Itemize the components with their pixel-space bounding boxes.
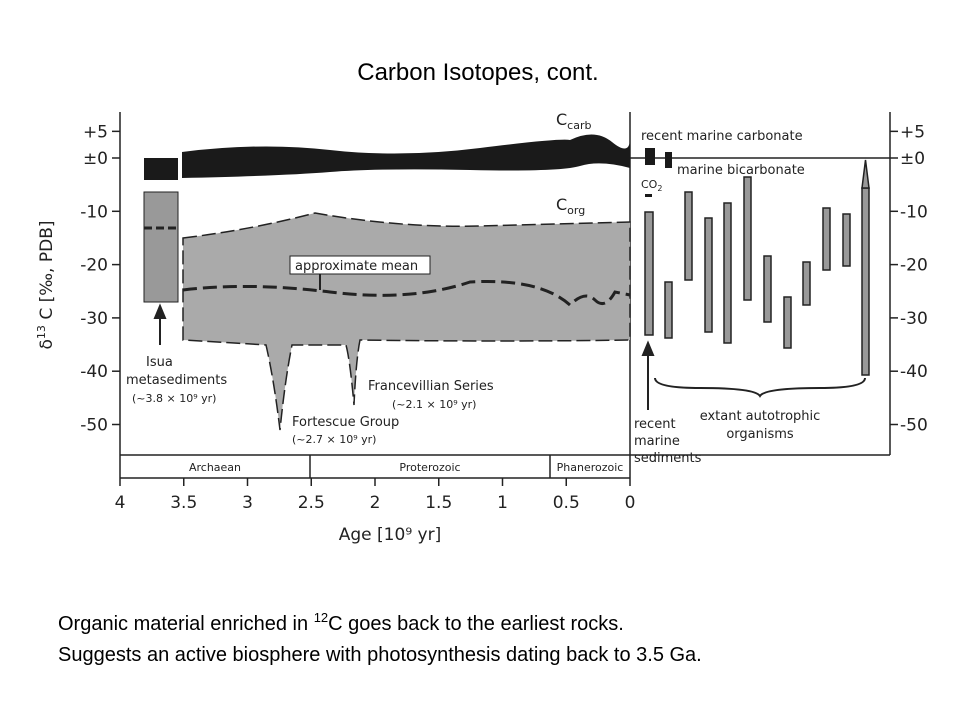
isua: Isua: [146, 355, 173, 370]
y-tick-label: -40: [80, 362, 108, 382]
caption-line: Suggests an active biosphere with photos…: [58, 644, 702, 666]
sediments: marine: [634, 434, 680, 449]
y-tick-label: -50: [900, 416, 928, 436]
x-tick-label: 1: [497, 493, 508, 513]
y-tick-label: -50: [80, 416, 108, 436]
co2: CO2: [641, 178, 662, 193]
x-tick-label: 3.5: [170, 493, 197, 513]
rest: C [‰, PDB]: [37, 221, 57, 326]
slide-title: Carbon Isotopes, cont.: [357, 59, 598, 86]
era: Phanerozoic: [557, 461, 624, 474]
fortescue: Fortescue Group: [292, 415, 399, 430]
organism-bars: [644, 159, 870, 376]
co: CO: [641, 178, 658, 191]
sediments: sediments: [634, 451, 702, 466]
delta: δ: [37, 339, 57, 349]
x-tick-label: 2.5: [298, 493, 325, 513]
isua: metasediments: [126, 373, 227, 388]
sup: 12: [314, 610, 328, 625]
x-axis-label: Age [10⁹ yr]: [339, 525, 441, 545]
sediments: recent: [634, 417, 676, 432]
isua: (~3.8 × 10⁹ yr): [132, 392, 216, 405]
x-tick-label: 0.5: [553, 493, 580, 513]
francevillian: (~2.1 × 10⁹ yr): [392, 398, 476, 411]
c-carb-label: Ccarb: [556, 110, 591, 132]
x-tick-label: 3: [242, 493, 253, 513]
sub: carb: [567, 119, 591, 132]
y-tick-label: -30: [80, 309, 108, 329]
y-tick-label: -30: [900, 309, 928, 329]
c: C: [556, 110, 567, 129]
extant: extant autotrophic: [700, 409, 821, 424]
extant: organisms: [726, 427, 794, 442]
c-org-label: Corg: [556, 195, 585, 217]
sup: 13: [35, 325, 48, 339]
carbonate: recent marine carbonate: [641, 129, 803, 144]
y-tick-label: -20: [900, 256, 928, 276]
x-tick-label: 0: [625, 493, 636, 513]
x-tick-label: 1.5: [425, 493, 452, 513]
y-axis-label: δ13 C [‰, PDB]: [35, 221, 57, 350]
text: Organic material enriched in: [58, 613, 314, 635]
annotations: Ccarb Corg approximate mean Isua metased…: [35, 110, 820, 545]
y-tick-label: ±0: [900, 149, 925, 169]
y-tick-label: -40: [900, 362, 928, 382]
x-tick-label: 4: [115, 493, 126, 513]
y-tick-label: ±0: [83, 149, 108, 169]
text: C goes back to the earliest rocks.: [328, 613, 624, 635]
y-tick-label: -10: [900, 202, 928, 222]
y-tick-label: -20: [80, 256, 108, 276]
era: Archaean: [189, 461, 241, 474]
c-carb-band: [144, 134, 672, 197]
ticks: +5 +5 ±0 ±0 -10 -10 -20 -20 -30 -30 -40 -40 -50 -50 4 3…: [80, 122, 928, 513]
y-tick-label: +5: [900, 122, 925, 142]
y-tick-label: +5: [83, 122, 108, 142]
c: C: [556, 195, 567, 214]
caption-line: Organic material enriched in 12C goes ba…: [58, 610, 624, 635]
era: Proterozoic: [399, 461, 460, 474]
mean-label: approximate mean: [295, 259, 418, 274]
sub: org: [567, 204, 585, 217]
c-org-band: [143, 191, 631, 431]
x-tick-label: 2: [370, 493, 381, 513]
sub: 2: [657, 184, 662, 193]
francevillian: Francevillian Series: [368, 379, 494, 394]
bicarbonate: marine bicarbonate: [677, 163, 805, 178]
arrows: [153, 303, 866, 410]
y-tick-label: -10: [80, 202, 108, 222]
fortescue: (~2.7 × 10⁹ yr): [292, 433, 376, 446]
